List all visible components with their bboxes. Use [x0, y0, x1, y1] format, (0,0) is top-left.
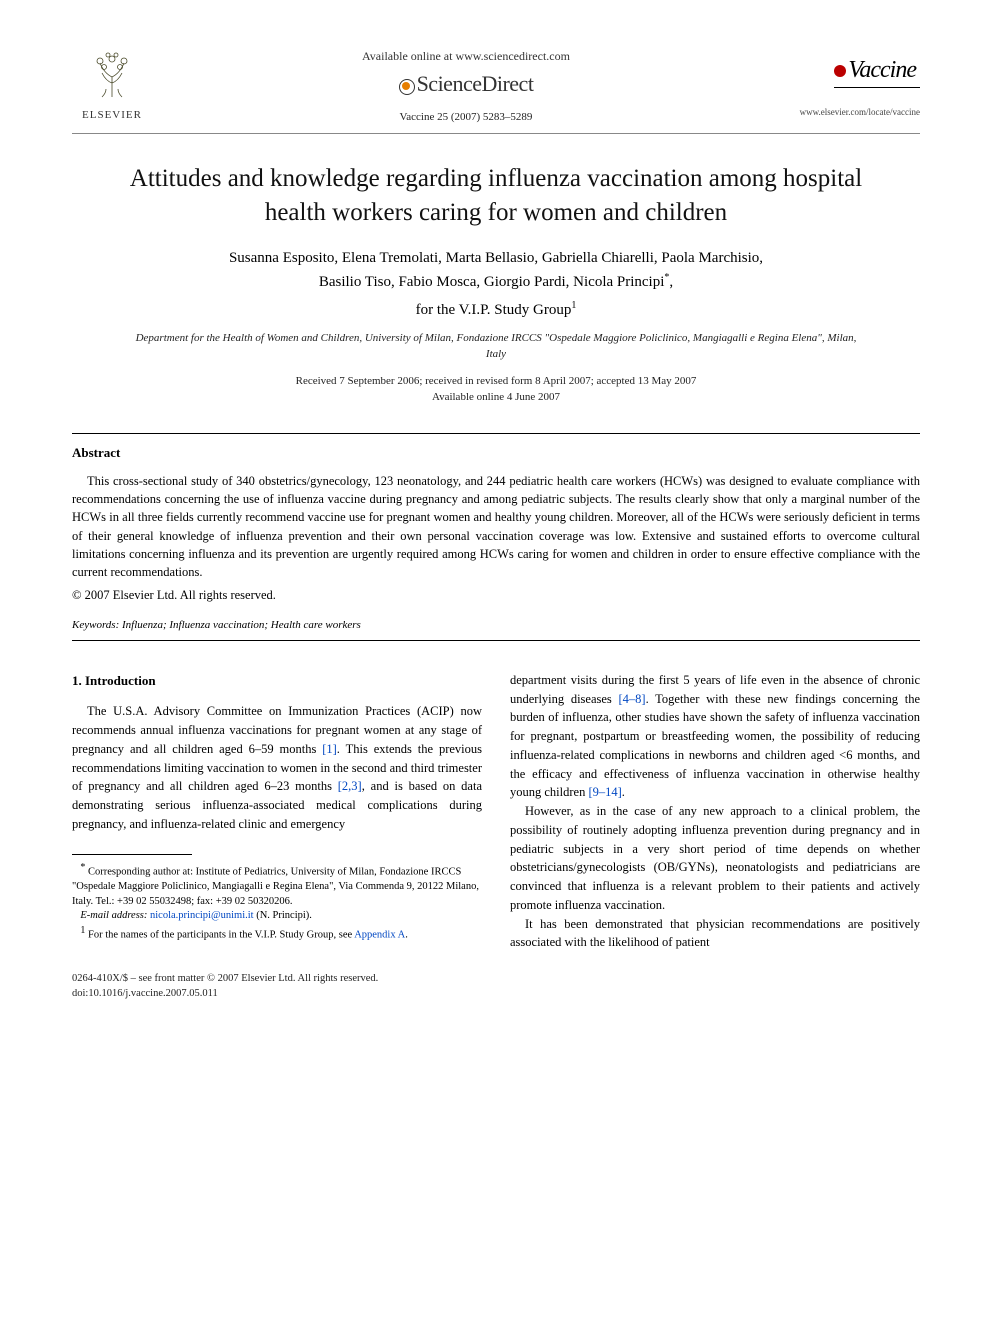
intro-p1-cont: department visits during the first 5 yea… — [510, 671, 920, 802]
sciencedirect-icon — [399, 77, 417, 95]
authors-line-1: Susanna Esposito, Elena Tremolati, Marta… — [229, 250, 763, 266]
ref-link-48[interactable]: [4–8] — [618, 692, 645, 706]
appendix-link[interactable]: Appendix A — [354, 929, 405, 940]
authors-block: Susanna Esposito, Elena Tremolati, Marta… — [72, 247, 920, 293]
journal-logo-block: Vaccine www.elsevier.com/locate/vaccine — [780, 54, 920, 119]
intro-p2: However, as in the case of any new appro… — [510, 802, 920, 915]
header-banner: ELSEVIER Available online at www.science… — [72, 48, 920, 125]
abstract-copyright: © 2007 Elsevier Ltd. All rights reserved… — [72, 587, 920, 605]
email-suffix: (N. Principi). — [256, 910, 312, 921]
fn1-suffix: . — [405, 929, 408, 940]
ref-link-1[interactable]: [1] — [322, 742, 337, 756]
footnote-1: 1 For the names of the participants in t… — [72, 924, 482, 943]
email-link[interactable]: nicola.principi@unimi.it — [150, 910, 254, 921]
available-online-text: Available online at www.sciencedirect.co… — [152, 48, 780, 65]
platform-logo: ScienceDirect — [152, 69, 780, 100]
ref-link-23[interactable]: [2,3] — [338, 779, 362, 793]
affiliation: Department for the Health of Women and C… — [132, 331, 860, 362]
corr-author-text: Corresponding author at: Institute of Pe… — [72, 866, 479, 906]
authors-line-2: Basilio Tiso, Fabio Mosca, Giorgio Pardi… — [319, 274, 665, 290]
keywords-rule — [72, 640, 920, 641]
dates-received: Received 7 September 2006; received in r… — [296, 375, 697, 387]
ref-link-914[interactable]: [9–14] — [588, 785, 621, 799]
publisher-logo: ELSEVIER — [72, 49, 152, 123]
corresponding-mark: * — [664, 272, 669, 283]
footnotes: * Corresponding author at: Institute of … — [72, 861, 482, 943]
abstract-heading: Abstract — [72, 444, 920, 462]
study-group-line: for the V.I.P. Study Group1 — [72, 299, 920, 321]
platform-name: ScienceDirect — [417, 71, 534, 96]
p1cont-b: . Together with these new findings conce… — [510, 692, 920, 800]
article-dates: Received 7 September 2006; received in r… — [72, 374, 920, 405]
group-text: for the V.I.P. Study Group — [416, 302, 572, 318]
footer: 0264-410X/$ – see front matter © 2007 El… — [72, 972, 920, 1001]
elsevier-tree-icon — [72, 49, 152, 108]
group-footnote-mark: 1 — [571, 300, 576, 311]
intro-p3: It has been demonstrated that physician … — [510, 915, 920, 953]
header-rule — [72, 133, 920, 134]
journal-logo: Vaccine — [834, 54, 920, 89]
journal-reference: Vaccine 25 (2007) 5283–5289 — [152, 110, 780, 125]
left-column: 1. Introduction The U.S.A. Advisory Comm… — [72, 671, 482, 952]
fn1-text: For the names of the participants in the… — [88, 929, 354, 940]
right-column: department visits during the first 5 yea… — [510, 671, 920, 952]
footer-issn: 0264-410X/$ – see front matter © 2007 El… — [72, 973, 378, 984]
publisher-name: ELSEVIER — [72, 108, 152, 123]
keywords-label: Keywords: — [72, 619, 119, 631]
keywords-line: Keywords: Influenza; Influenza vaccinati… — [72, 618, 920, 633]
section-1-heading: 1. Introduction — [72, 671, 482, 691]
article-title: Attitudes and knowledge regarding influe… — [102, 162, 890, 230]
abstract-body: This cross-sectional study of 340 obstet… — [72, 472, 920, 581]
intro-p1: The U.S.A. Advisory Committee on Immuniz… — [72, 702, 482, 833]
page-container: ELSEVIER Available online at www.science… — [0, 0, 992, 1042]
abstract-text: This cross-sectional study of 340 obstet… — [72, 472, 920, 581]
email-label: E-mail address: — [80, 910, 147, 921]
footer-doi: doi:10.1016/j.vaccine.2007.05.011 — [72, 988, 218, 999]
p1cont-c: . — [622, 785, 625, 799]
body-columns: 1. Introduction The U.S.A. Advisory Comm… — [72, 671, 920, 952]
footnote-corresponding: * Corresponding author at: Institute of … — [72, 861, 482, 910]
footnote-rule — [72, 854, 192, 855]
journal-url: www.elsevier.com/locate/vaccine — [780, 106, 920, 119]
footnote-email: E-mail address: nicola.principi@unimi.it… — [72, 909, 482, 924]
abstract-top-rule — [72, 433, 920, 434]
dates-online: Available online 4 June 2007 — [432, 391, 560, 403]
header-center: Available online at www.sciencedirect.co… — [152, 48, 780, 125]
keywords-text: Influenza; Influenza vaccination; Health… — [122, 619, 361, 631]
